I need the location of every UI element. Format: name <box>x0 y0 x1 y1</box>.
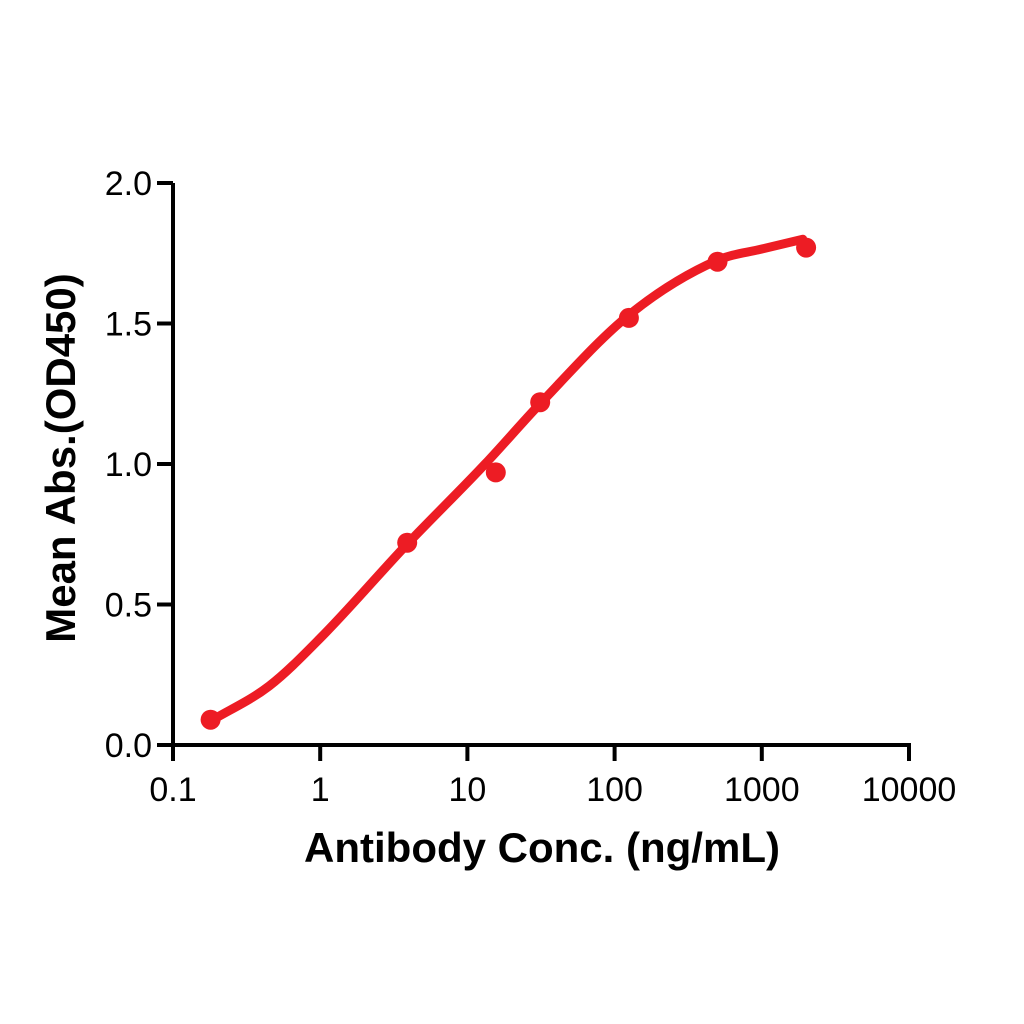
x-tick-label: 1 <box>311 771 330 809</box>
x-tick-label: 10 <box>448 771 486 809</box>
data-point <box>530 392 551 413</box>
y-axis-ticks <box>157 181 173 747</box>
axes <box>171 183 911 747</box>
x-axis-title: Antibody Conc. (ng/mL) <box>304 824 780 871</box>
y-tick-label: 0.5 <box>105 587 152 625</box>
x-tick-label: 10000 <box>862 771 957 809</box>
x-axis-tick-labels: 0.1 1 10 100 1000 10000 <box>149 771 956 809</box>
data-point <box>397 532 418 553</box>
data-point <box>618 307 639 328</box>
y-axis-title: Mean Abs.(OD450) <box>37 273 84 643</box>
fit-curve <box>206 234 808 726</box>
data-point <box>796 237 817 258</box>
fit-curve-path <box>206 234 808 726</box>
data-point <box>485 462 506 483</box>
x-tick-label: 0.1 <box>149 771 196 809</box>
y-tick-label: 2.0 <box>105 165 152 203</box>
y-axis-tick-labels: 0.0 0.5 1.0 1.5 2.0 <box>105 165 152 765</box>
y-tick-label: 1.5 <box>105 306 152 344</box>
x-tick-label: 1000 <box>724 771 800 809</box>
x-axis-ticks <box>171 745 911 761</box>
x-tick-label: 100 <box>586 771 643 809</box>
data-points <box>200 237 817 730</box>
y-tick-label: 0.0 <box>105 727 152 765</box>
y-tick-label: 1.0 <box>105 446 152 484</box>
data-point <box>200 709 221 730</box>
data-point <box>707 251 728 272</box>
